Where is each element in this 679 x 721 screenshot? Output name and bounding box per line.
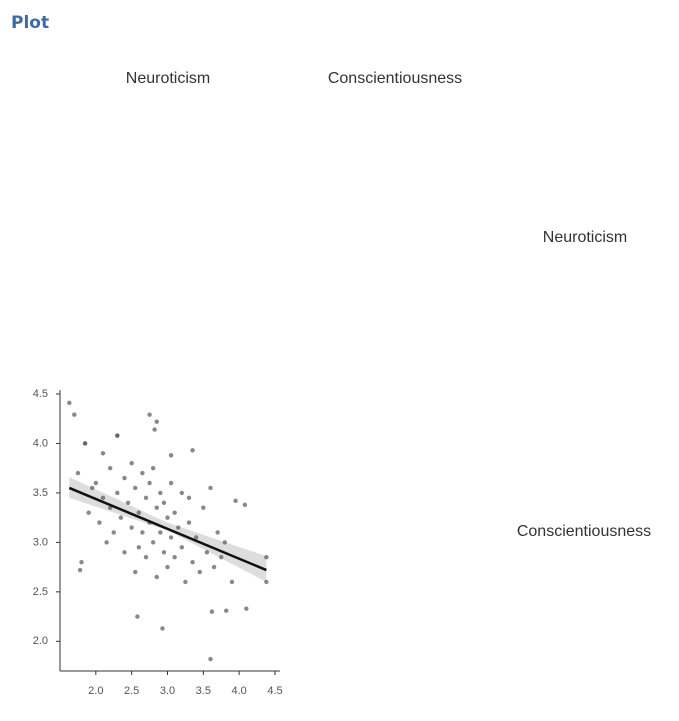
point bbox=[111, 530, 116, 535]
point bbox=[201, 505, 206, 510]
point bbox=[219, 555, 224, 560]
point bbox=[264, 579, 269, 585]
point bbox=[147, 480, 152, 486]
point bbox=[190, 448, 195, 453]
x-tick-label: 4.0 bbox=[232, 685, 247, 697]
point bbox=[147, 412, 152, 417]
point bbox=[242, 502, 248, 507]
point bbox=[115, 490, 120, 496]
point bbox=[129, 461, 134, 466]
point bbox=[143, 495, 149, 501]
x-tick-label: 2.5 bbox=[124, 685, 139, 697]
point bbox=[125, 500, 131, 505]
point bbox=[154, 505, 159, 510]
point bbox=[264, 555, 269, 560]
point bbox=[136, 510, 142, 515]
point bbox=[154, 419, 159, 424]
point bbox=[193, 535, 199, 540]
point bbox=[135, 614, 140, 619]
y-tick-label: 2.0 bbox=[33, 635, 48, 647]
point bbox=[118, 515, 124, 520]
point bbox=[93, 480, 99, 486]
x-tick-label: 2.0 bbox=[88, 685, 103, 697]
column-label: Conscientiousness bbox=[327, 70, 463, 87]
point bbox=[133, 569, 138, 575]
point bbox=[122, 475, 127, 481]
title: Plot bbox=[11, 13, 50, 33]
point bbox=[209, 609, 215, 614]
point bbox=[233, 498, 238, 504]
point bbox=[100, 451, 106, 456]
point bbox=[172, 555, 177, 560]
point bbox=[168, 453, 174, 458]
point bbox=[79, 559, 84, 565]
point bbox=[97, 520, 102, 525]
point bbox=[150, 540, 156, 545]
point bbox=[160, 626, 165, 631]
x-tick-label: 3.5 bbox=[196, 685, 211, 697]
point bbox=[208, 485, 213, 491]
y-tick-label: 3.5 bbox=[33, 487, 48, 499]
y-tick-label: 2.5 bbox=[33, 586, 48, 598]
point bbox=[122, 550, 127, 555]
row-label: Conscientiousness bbox=[516, 523, 652, 540]
point bbox=[176, 525, 181, 530]
y-tick-label: 3.0 bbox=[33, 536, 48, 548]
point bbox=[172, 510, 177, 515]
point bbox=[222, 540, 228, 545]
point bbox=[208, 656, 213, 662]
point bbox=[136, 545, 142, 550]
point bbox=[229, 579, 235, 585]
point bbox=[204, 550, 210, 555]
point bbox=[186, 520, 192, 525]
point bbox=[152, 427, 157, 432]
point bbox=[168, 535, 174, 540]
point bbox=[143, 555, 149, 560]
point bbox=[179, 490, 185, 496]
point bbox=[244, 606, 249, 611]
point bbox=[100, 495, 106, 501]
point bbox=[154, 574, 159, 580]
point bbox=[115, 433, 120, 438]
y-tick-label: 4.5 bbox=[33, 388, 48, 400]
point bbox=[161, 500, 167, 505]
point bbox=[86, 510, 91, 515]
point bbox=[197, 569, 202, 575]
point bbox=[140, 530, 145, 535]
point bbox=[72, 412, 77, 417]
point bbox=[77, 567, 83, 573]
x-tick-label: 3.0 bbox=[160, 685, 175, 697]
point bbox=[129, 525, 134, 530]
point bbox=[82, 441, 88, 446]
point bbox=[190, 559, 195, 565]
point bbox=[165, 564, 170, 570]
point bbox=[186, 495, 192, 501]
point bbox=[179, 545, 185, 550]
y-tick-label: 4.0 bbox=[33, 437, 48, 449]
point bbox=[104, 540, 109, 545]
point bbox=[107, 465, 113, 471]
point bbox=[158, 530, 163, 535]
point bbox=[224, 608, 229, 613]
point bbox=[183, 579, 188, 585]
column-label: Neuroticism bbox=[125, 70, 211, 87]
fit-line bbox=[68, 486, 267, 572]
point bbox=[168, 480, 174, 486]
point bbox=[67, 400, 72, 406]
point bbox=[140, 470, 145, 476]
point bbox=[211, 564, 217, 570]
point bbox=[150, 465, 156, 471]
point bbox=[75, 470, 81, 476]
point bbox=[215, 530, 220, 535]
point bbox=[158, 490, 163, 496]
x-tick-label: 4.5 bbox=[267, 685, 282, 697]
row-label: Neuroticism bbox=[542, 229, 628, 246]
point bbox=[165, 515, 170, 520]
point bbox=[133, 485, 138, 491]
point bbox=[90, 485, 95, 491]
point bbox=[161, 550, 167, 555]
